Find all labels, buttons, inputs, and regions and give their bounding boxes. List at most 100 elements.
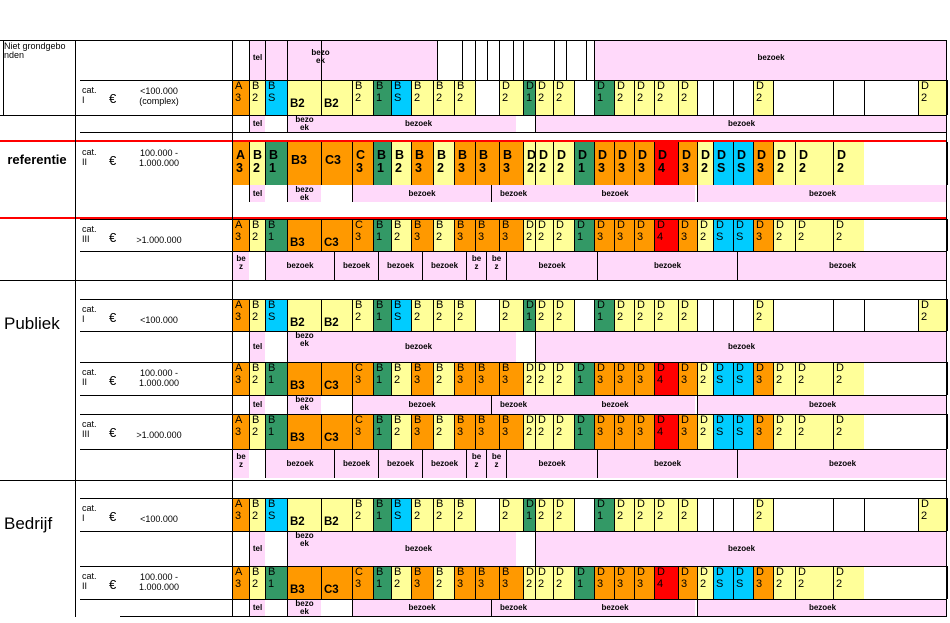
schedule-cell <box>773 299 833 331</box>
band-tel: tel <box>249 115 265 132</box>
row-range-label: >1.000.000 <box>136 430 182 440</box>
band-tel: tel <box>249 40 265 80</box>
band-bezoek: bezoek <box>321 531 516 566</box>
euro-sign: € <box>109 577 117 592</box>
row-range-label: >1.000.000 <box>136 235 182 245</box>
band-bezoek: bezoek <box>597 449 737 478</box>
band-bezoek: bezoek <box>321 115 516 132</box>
schedule-cell <box>864 80 918 115</box>
band-bezoek: bezoek <box>697 185 947 202</box>
schedule-cell <box>733 299 753 331</box>
grid-line <box>80 299 947 300</box>
row-cat-label: cat. I <box>82 503 97 523</box>
band-bezoek: bezoek <box>697 395 947 414</box>
band-bez: be z <box>486 449 506 478</box>
band-bezoek: bezoek <box>334 449 378 478</box>
row-border <box>0 480 947 481</box>
band-bezoek: bezoek <box>597 251 737 280</box>
band-tel: tel <box>249 599 265 616</box>
schedule-cell <box>833 80 864 115</box>
euro-sign: € <box>109 310 117 325</box>
band-bezoek: bezoek <box>422 251 466 280</box>
grid-line <box>80 498 947 499</box>
schedule-cell <box>697 80 713 115</box>
section-publiek: Publiek <box>4 314 60 333</box>
band-bezoek: bezoek <box>265 251 334 280</box>
grid-line <box>287 40 288 80</box>
grid-line <box>249 40 250 80</box>
schedule-cell <box>697 299 713 331</box>
band-bezoek: bezoek <box>594 40 947 80</box>
schedule-cell: B3 <box>287 362 321 395</box>
grid-line <box>80 331 947 332</box>
band-tel: tel <box>249 331 265 362</box>
schedule-cell: B2 <box>321 80 352 115</box>
schedule-cell <box>773 498 833 531</box>
row-cat-label: cat. I <box>82 304 97 324</box>
row-range-label: 100.000 - 1.000.000 <box>138 572 180 592</box>
grid-line <box>594 40 595 80</box>
band-bez: be z <box>466 449 486 478</box>
schedule-cell <box>864 498 918 531</box>
band-bezoek: bezoek <box>378 449 422 478</box>
grid-line <box>80 395 947 396</box>
band-bezoek: bezoek <box>352 185 491 202</box>
schedule-cell: C3 <box>321 219 352 251</box>
row-cat-label: cat. II <box>82 571 97 591</box>
schedule-cell <box>733 498 753 531</box>
grid-line <box>80 219 947 220</box>
euro-sign: € <box>109 230 117 245</box>
band-bezoek: bezoek <box>535 531 947 566</box>
row-border <box>0 40 947 41</box>
